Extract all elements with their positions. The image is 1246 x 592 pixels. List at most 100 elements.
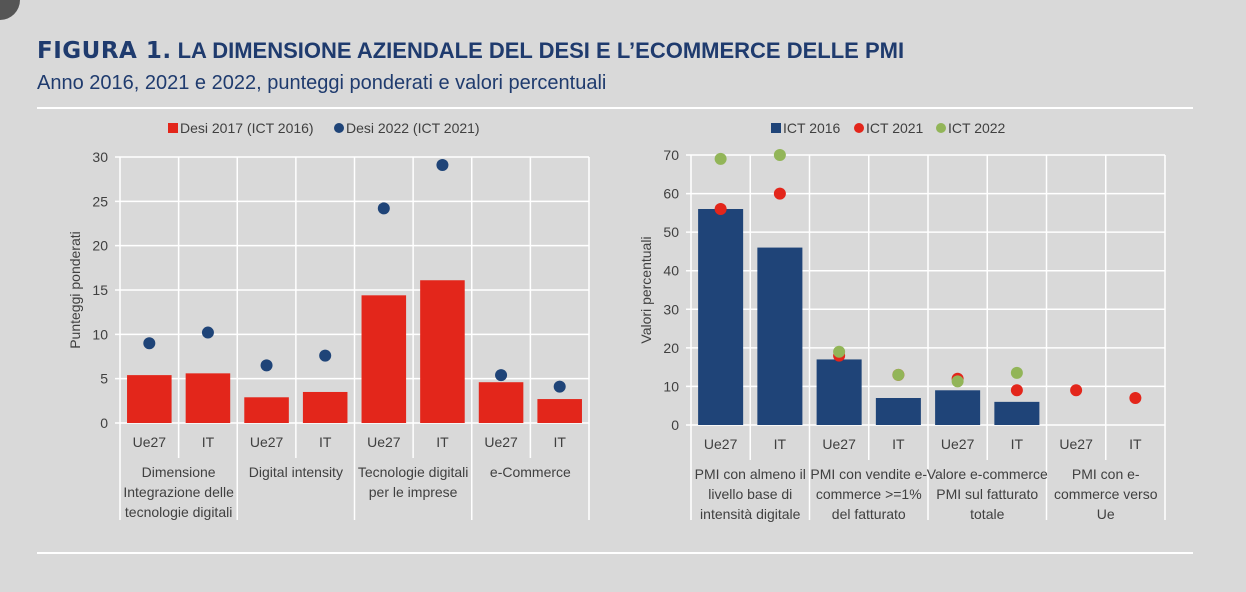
y-tick-label: 30 bbox=[663, 301, 679, 317]
x-tick-label: Ue27 bbox=[1059, 436, 1093, 452]
x-tick-label: Ue27 bbox=[822, 436, 856, 452]
data-point bbox=[319, 349, 332, 362]
data-point bbox=[714, 203, 727, 215]
bar bbox=[757, 247, 803, 425]
x-tick-label: IT bbox=[1129, 436, 1142, 452]
data-point bbox=[1010, 366, 1023, 379]
x-tick-label: IT bbox=[892, 436, 905, 452]
data-point bbox=[260, 359, 273, 372]
figure-subtitle: Anno 2016, 2021 e 2022, punteggi pondera… bbox=[37, 72, 607, 94]
y-tick-label: 50 bbox=[663, 224, 679, 240]
x-tick-label: Ue27 bbox=[941, 436, 975, 452]
data-point bbox=[553, 380, 566, 393]
x-tick-label: IT bbox=[202, 434, 215, 450]
y-tick-label: 70 bbox=[663, 147, 679, 163]
group-label: e-Commerce bbox=[490, 464, 571, 480]
bar bbox=[935, 390, 981, 425]
figure-title: FIGURA 1. LA DIMENSIONE AZIENDALE DEL DES… bbox=[37, 38, 904, 64]
group-label: Ue bbox=[1097, 506, 1115, 522]
group-label: Valore e-commerce bbox=[927, 466, 1048, 482]
y-tick-label: 20 bbox=[663, 340, 679, 356]
group-label: livello base di bbox=[708, 486, 792, 502]
bar bbox=[302, 391, 348, 423]
bar bbox=[994, 401, 1040, 425]
legend-swatch-dot bbox=[334, 123, 344, 133]
data-point bbox=[833, 345, 846, 358]
bar bbox=[537, 399, 582, 423]
group-label: Digital intensity bbox=[249, 464, 343, 480]
x-tick-label: IT bbox=[436, 434, 449, 450]
legend-label: ICT 2021 bbox=[866, 120, 924, 136]
figure-title-text: LA DIMENSIONE AZIENDALE DEL DESI E L’ECO… bbox=[177, 38, 905, 63]
group-label: tecnologie digitali bbox=[125, 504, 232, 520]
data-point bbox=[495, 369, 508, 382]
legend-swatch-bar bbox=[771, 123, 781, 133]
y-tick-label: 0 bbox=[671, 417, 679, 433]
group-label: PMI con almeno il bbox=[695, 466, 806, 482]
group-label: Dimensione bbox=[142, 464, 216, 480]
bar bbox=[875, 398, 921, 425]
bar bbox=[127, 375, 172, 423]
y-tick-label: 20 bbox=[92, 238, 108, 254]
legend-label: ICT 2016 bbox=[783, 120, 841, 136]
bar bbox=[185, 373, 231, 423]
data-point bbox=[201, 326, 214, 339]
y-tick-label: 5 bbox=[100, 371, 108, 387]
y-tick-label: 10 bbox=[92, 326, 108, 342]
legend-swatch-bar bbox=[168, 123, 178, 133]
x-tick-label: Ue27 bbox=[367, 434, 401, 450]
bar bbox=[478, 382, 524, 423]
group-label: per le imprese bbox=[369, 484, 458, 500]
bar bbox=[816, 359, 862, 425]
group-label: commerce verso bbox=[1054, 486, 1158, 502]
y-tick-label: 15 bbox=[92, 282, 108, 298]
x-tick-label: IT bbox=[553, 434, 566, 450]
bar bbox=[698, 209, 744, 425]
y-tick-label: 60 bbox=[663, 186, 679, 202]
group-label: totale bbox=[970, 506, 1004, 522]
data-point bbox=[714, 152, 727, 165]
group-label: PMI con e- bbox=[1072, 466, 1140, 482]
bottom-divider bbox=[37, 552, 1193, 554]
data-point bbox=[892, 368, 905, 381]
data-point bbox=[773, 187, 786, 200]
x-tick-label: Ue27 bbox=[704, 436, 738, 452]
group-label: Tecnologie digitali bbox=[358, 464, 469, 480]
y-tick-label: 30 bbox=[92, 149, 108, 165]
y-axis-label: Valori percentuali bbox=[638, 236, 654, 343]
group-label: commerce >=1% bbox=[816, 486, 922, 502]
group-label: PMI con vendite e- bbox=[810, 466, 927, 482]
x-tick-label: IT bbox=[319, 434, 332, 450]
top-divider bbox=[37, 107, 1193, 109]
x-tick-label: Ue27 bbox=[250, 434, 284, 450]
data-point bbox=[773, 149, 786, 161]
data-point bbox=[1129, 392, 1142, 404]
x-tick-label: Ue27 bbox=[484, 434, 518, 450]
group-label: intensità digitale bbox=[700, 506, 801, 522]
figure-label: FIGURA 1. bbox=[37, 38, 172, 64]
data-point bbox=[377, 202, 390, 215]
group-label: Integrazione delle bbox=[123, 484, 234, 500]
legend-label: ICT 2022 bbox=[948, 120, 1006, 136]
data-point bbox=[1070, 384, 1083, 397]
group-label: del fatturato bbox=[832, 506, 906, 522]
data-point bbox=[143, 337, 156, 350]
y-tick-label: 10 bbox=[663, 378, 679, 394]
bar bbox=[361, 295, 407, 423]
legend-label: Desi 2017 (ICT 2016) bbox=[180, 120, 314, 136]
data-point bbox=[1010, 384, 1023, 397]
y-axis-label: Punteggi ponderati bbox=[67, 231, 83, 349]
legend-label: Desi 2022 (ICT 2021) bbox=[346, 120, 480, 136]
data-point bbox=[436, 158, 449, 171]
x-tick-label: IT bbox=[774, 436, 787, 452]
y-tick-label: 0 bbox=[100, 415, 108, 431]
legend-swatch-dot bbox=[936, 123, 946, 133]
data-point bbox=[951, 375, 964, 388]
bar bbox=[244, 397, 289, 423]
bar bbox=[420, 280, 465, 423]
legend-swatch-dot bbox=[854, 123, 864, 133]
group-label: PMI sul fatturato bbox=[936, 486, 1038, 502]
y-tick-label: 25 bbox=[92, 193, 108, 209]
x-tick-label: Ue27 bbox=[133, 434, 167, 450]
